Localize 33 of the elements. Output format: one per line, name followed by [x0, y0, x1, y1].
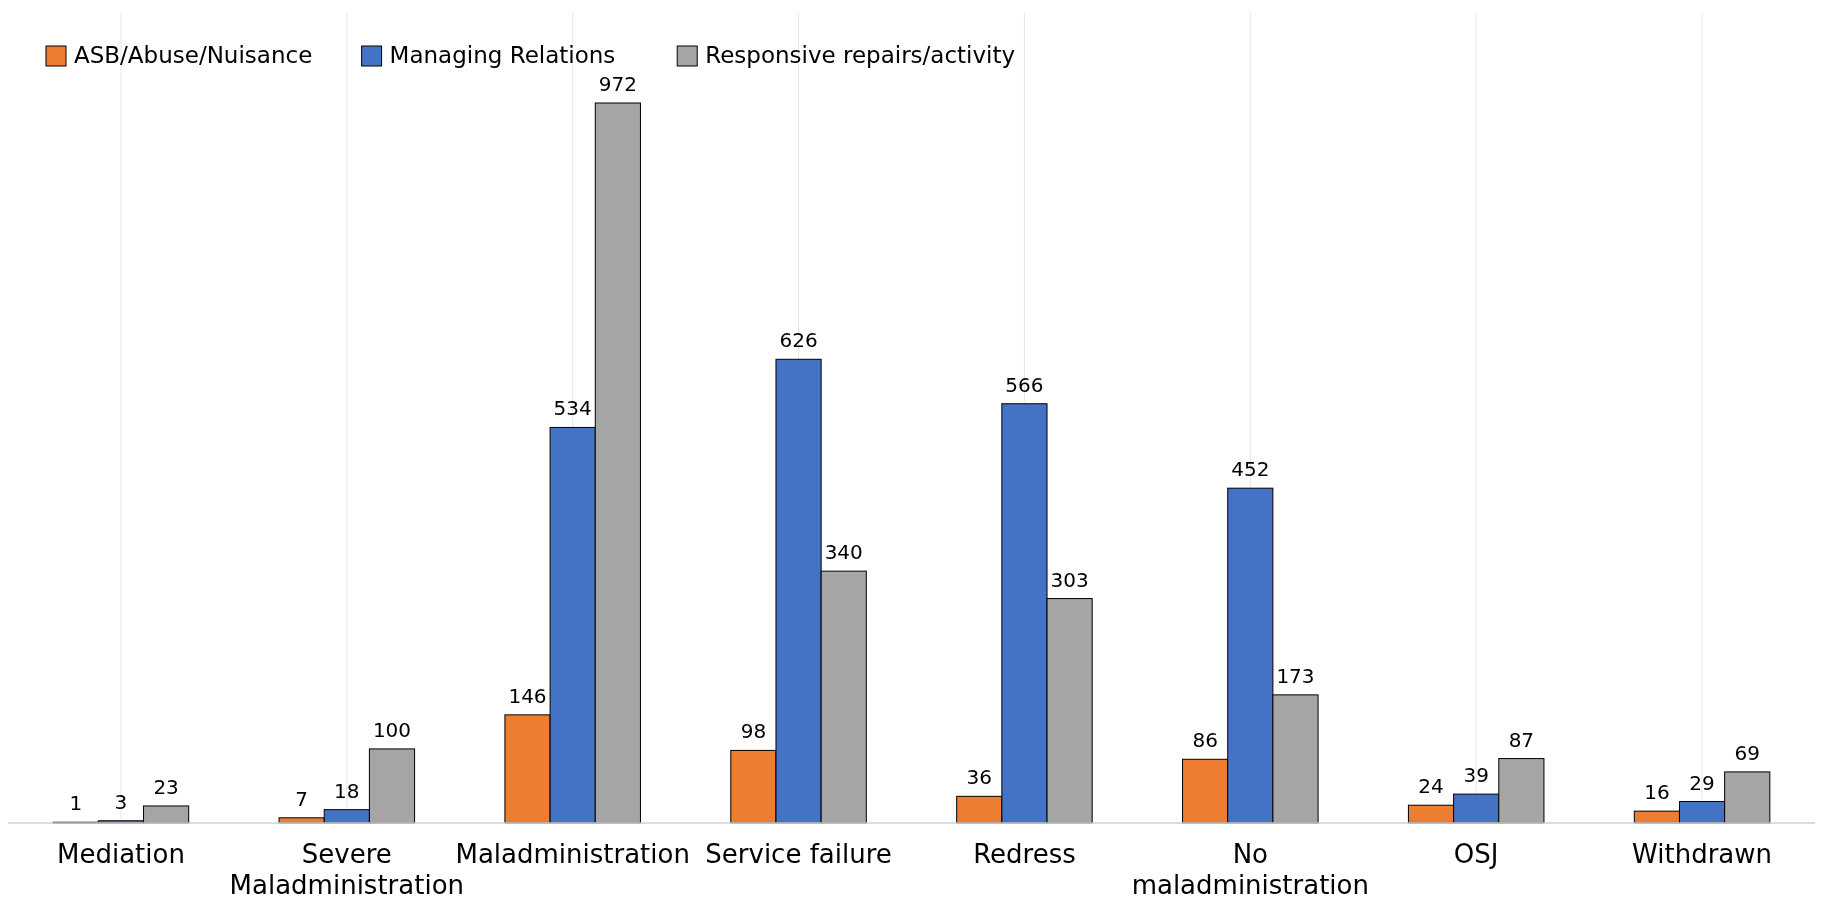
data-label: 100 [372, 717, 412, 742]
data-label: 69 [1734, 740, 1760, 765]
data-label: 98 [740, 719, 767, 744]
data-label: 566 [1005, 372, 1044, 397]
data-label: 86 [1192, 728, 1218, 753]
data-label: 303 [1050, 567, 1089, 592]
data-label: 146 [508, 683, 547, 708]
data-label: 626 [779, 328, 818, 353]
x-tick-label: OSJ [1453, 839, 1499, 869]
x-tick-label: Withdrawn [1632, 839, 1773, 869]
data-label: 24 [1418, 774, 1444, 799]
data-label: 18 [334, 778, 360, 803]
x-tick-label: Mediation [56, 839, 185, 869]
data-label: 340 [824, 540, 863, 565]
x-tick-label: Redress [973, 839, 1076, 869]
data-label: 534 [553, 396, 592, 421]
data-label: 452 [1231, 457, 1270, 482]
legend-label: ASB/Abuse/Nuisance [74, 42, 313, 68]
data-label: 36 [966, 765, 992, 790]
data-label: 39 [1463, 763, 1489, 788]
data-label: 7 [295, 786, 308, 811]
data-label: 29 [1689, 770, 1715, 795]
data-label: 87 [1508, 727, 1535, 752]
data-label: 1 [69, 791, 83, 816]
data-label: 972 [598, 72, 637, 96]
x-tick-label: Service failure [705, 839, 892, 869]
legend-label: Managing Relations [389, 42, 616, 68]
legend-label: Responsive repairs/activity [705, 42, 1016, 68]
data-label: 16 [1644, 780, 1670, 805]
data-label: 173 [1276, 663, 1315, 688]
data-label: 3 [114, 789, 128, 814]
x-tick-label: No maladministration [1131, 839, 1369, 900]
data-label: 23 [153, 774, 179, 799]
